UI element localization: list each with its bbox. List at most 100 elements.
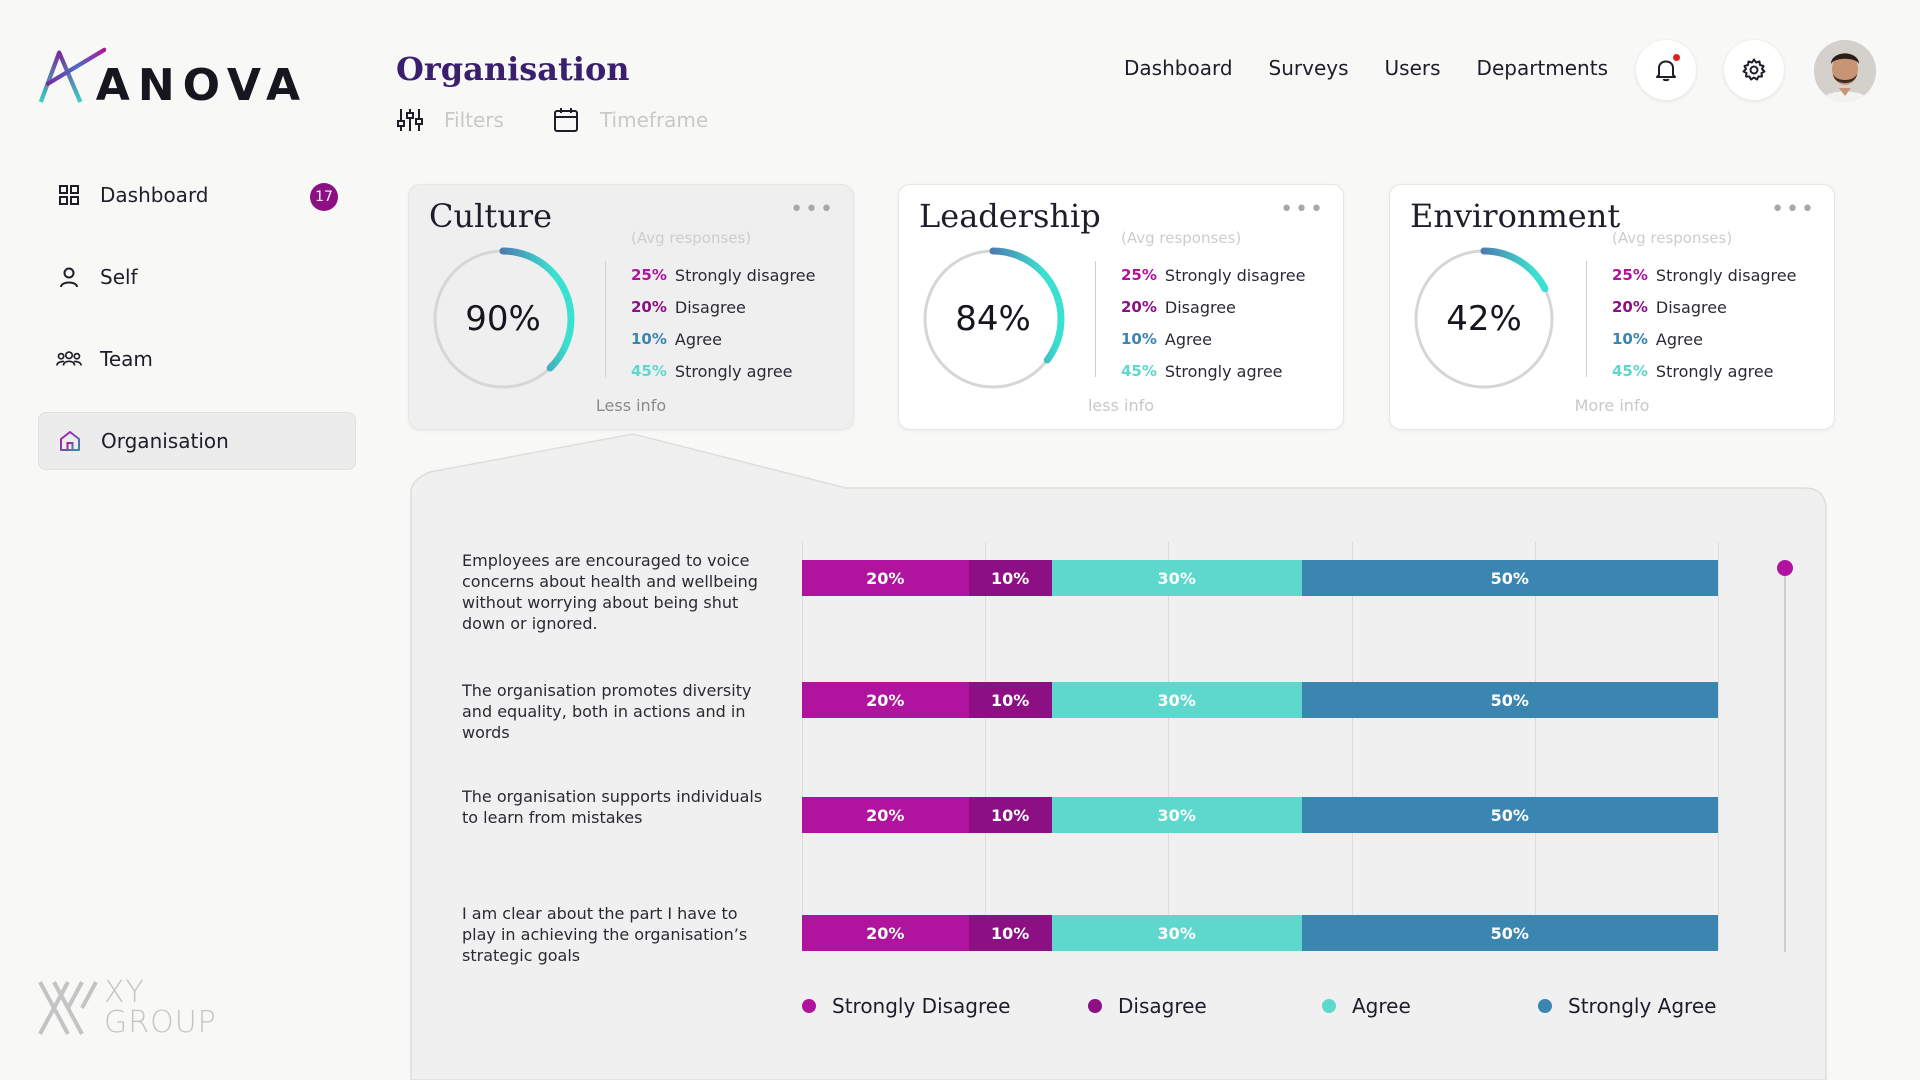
gridline bbox=[1718, 542, 1719, 950]
bar-segment-strongly-disagree[interactable]: 20% bbox=[802, 682, 969, 718]
bar-segment-strongly-disagree[interactable]: 20% bbox=[802, 915, 969, 951]
question-text: The organisation supports individuals to… bbox=[462, 787, 763, 827]
bar-segment-strongly-agree[interactable]: 50% bbox=[1301, 682, 1718, 718]
stat-disagree: 20% Disagree bbox=[1612, 291, 1796, 323]
card-title: Culture bbox=[429, 197, 553, 235]
stat-percent: 45% bbox=[1121, 362, 1157, 380]
stat-label: Strongly disagree bbox=[674, 265, 816, 285]
nav-users-link[interactable]: Users bbox=[1384, 56, 1441, 80]
scrollbar-track[interactable] bbox=[1784, 566, 1786, 952]
legend-disagree: Disagree bbox=[1088, 994, 1322, 1018]
question-text: The organisation promotes diversity and … bbox=[462, 681, 752, 742]
more-options-icon[interactable]: ••• bbox=[1771, 197, 1816, 222]
notification-count-badge: 17 bbox=[310, 183, 338, 211]
culture-card[interactable]: Culture ••• 90% (Avg responses) 25% Stron… bbox=[408, 184, 854, 430]
sidebar-item-self[interactable]: Self bbox=[38, 248, 358, 306]
stat-agree: 10% Agree bbox=[631, 323, 815, 355]
bar-segment-strongly-disagree[interactable]: 20% bbox=[802, 560, 969, 596]
card-score: 42% bbox=[1446, 299, 1522, 339]
bar-segment-agree[interactable]: 30% bbox=[1051, 797, 1302, 833]
stat-percent: 25% bbox=[631, 266, 667, 284]
avg-responses-label: (Avg responses) bbox=[631, 229, 752, 247]
progress-ring bbox=[921, 247, 1065, 391]
filters-button[interactable]: Filters bbox=[396, 106, 504, 134]
bar-segment-disagree[interactable]: 10% bbox=[968, 682, 1052, 718]
gear-icon bbox=[1742, 58, 1766, 81]
more-options-icon[interactable]: ••• bbox=[790, 197, 835, 222]
bar-segment-strongly-agree[interactable]: 50% bbox=[1301, 797, 1718, 833]
bar-segment-agree[interactable]: 30% bbox=[1051, 915, 1302, 951]
footer-brand-bottom: GROUP bbox=[104, 1005, 217, 1040]
sidebar-item-label: Self bbox=[100, 265, 138, 289]
bell-icon bbox=[1656, 60, 1676, 82]
divider bbox=[1586, 261, 1587, 377]
question-text: I am clear about the part I have to play… bbox=[462, 904, 748, 965]
response-breakdown: 25% Strongly disagree 20% Disagree 10% Agre… bbox=[1121, 259, 1305, 387]
less-info-link[interactable]: Less info bbox=[595, 396, 667, 415]
card-score: 90% bbox=[465, 299, 541, 339]
divider bbox=[605, 261, 606, 377]
stat-percent: 20% bbox=[1121, 298, 1157, 316]
bar-segment-strongly-agree[interactable]: 50% bbox=[1301, 560, 1718, 596]
more-info-link[interactable]: More info bbox=[1574, 396, 1650, 415]
stat-label: Strongly agree bbox=[1655, 361, 1774, 381]
notifications-button[interactable] bbox=[1636, 40, 1696, 100]
stat-strongly-disagree: 25% Strongly disagree bbox=[631, 259, 815, 291]
environment-card[interactable]: Environment ••• 42% (Avg responses) 25% S… bbox=[1389, 184, 1835, 430]
ring-progress-arc bbox=[921, 247, 1065, 391]
anova-logo[interactable]: ANOVA bbox=[38, 36, 308, 120]
gridline bbox=[802, 542, 803, 950]
bar-segment-strongly-agree[interactable]: 50% bbox=[1301, 915, 1718, 951]
legend-agree: Agree bbox=[1322, 994, 1538, 1018]
legend-swatch bbox=[1322, 999, 1336, 1013]
bar-segment-strongly-disagree[interactable]: 20% bbox=[802, 797, 969, 833]
legend-swatch bbox=[802, 999, 816, 1013]
ring-progress-arc bbox=[1412, 247, 1556, 391]
user-portrait-icon bbox=[1814, 40, 1876, 102]
legend-swatch bbox=[1088, 999, 1102, 1013]
scrollbar-thumb[interactable] bbox=[1777, 560, 1793, 576]
user-avatar[interactable] bbox=[1814, 40, 1876, 102]
gridline bbox=[1168, 542, 1170, 950]
stat-label: Strongly agree bbox=[674, 361, 793, 381]
stat-percent: 10% bbox=[1121, 330, 1157, 348]
stat-agree: 10% Agree bbox=[1612, 323, 1796, 355]
nav-departments-link[interactable]: Departments bbox=[1476, 56, 1608, 80]
stat-percent: 45% bbox=[631, 362, 667, 380]
sidebar-item-label: Dashboard bbox=[100, 183, 209, 207]
nav-surveys-link[interactable]: Surveys bbox=[1268, 56, 1349, 80]
settings-button[interactable] bbox=[1724, 40, 1784, 100]
sidebar-item-dashboard[interactable]: Dashboard 17 bbox=[38, 166, 358, 224]
question-text: Employees are encouraged to voice concer… bbox=[462, 551, 758, 633]
bar-segment-disagree[interactable]: 10% bbox=[968, 915, 1052, 951]
culture-detail-panel bbox=[410, 433, 1827, 1080]
leadership-card[interactable]: Leadership ••• 84% (Avg responses) 25% St… bbox=[898, 184, 1344, 430]
bar-segment-agree[interactable]: 30% bbox=[1051, 682, 1302, 718]
stat-label: Disagree bbox=[674, 297, 746, 317]
timeframe-label: Timeframe bbox=[599, 108, 709, 132]
filter-bar: Filters Timeframe bbox=[396, 106, 756, 134]
ring-progress-arc bbox=[431, 247, 575, 391]
sidebar-item-team[interactable]: Team bbox=[38, 330, 358, 388]
divider bbox=[1095, 261, 1096, 377]
stat-percent: 20% bbox=[1612, 298, 1648, 316]
less-info-link[interactable]: less info bbox=[1087, 396, 1155, 415]
stacked-bar-row: 20% 10% 30% 50% bbox=[802, 797, 1718, 833]
sidebar-item-organisation[interactable]: Organisation bbox=[38, 412, 356, 470]
bar-segment-agree[interactable]: 30% bbox=[1051, 560, 1302, 596]
stat-strongly-disagree: 25% Strongly disagree bbox=[1121, 259, 1305, 291]
stat-label: Strongly agree bbox=[1164, 361, 1283, 381]
nav-dashboard-link[interactable]: Dashboard bbox=[1124, 56, 1233, 80]
sidebar-item-label: Organisation bbox=[101, 429, 229, 453]
bar-segment-disagree[interactable]: 10% bbox=[968, 797, 1052, 833]
response-breakdown: 25% Strongly disagree 20% Disagree 10% Agre… bbox=[631, 259, 815, 387]
bar-segment-disagree[interactable]: 10% bbox=[968, 560, 1052, 596]
timeframe-button[interactable]: Timeframe bbox=[552, 106, 708, 134]
calendar-icon bbox=[553, 108, 578, 132]
stat-strongly-disagree: 25% Strongly disagree bbox=[1612, 259, 1796, 291]
stacked-bar-row: 20% 10% 30% 50% bbox=[802, 682, 1718, 718]
stat-strongly-agree: 45% Strongly agree bbox=[1121, 355, 1305, 387]
more-options-icon[interactable]: ••• bbox=[1280, 197, 1325, 222]
xy-group-logo: XY GROUP bbox=[38, 978, 238, 1038]
progress-ring bbox=[431, 247, 575, 391]
